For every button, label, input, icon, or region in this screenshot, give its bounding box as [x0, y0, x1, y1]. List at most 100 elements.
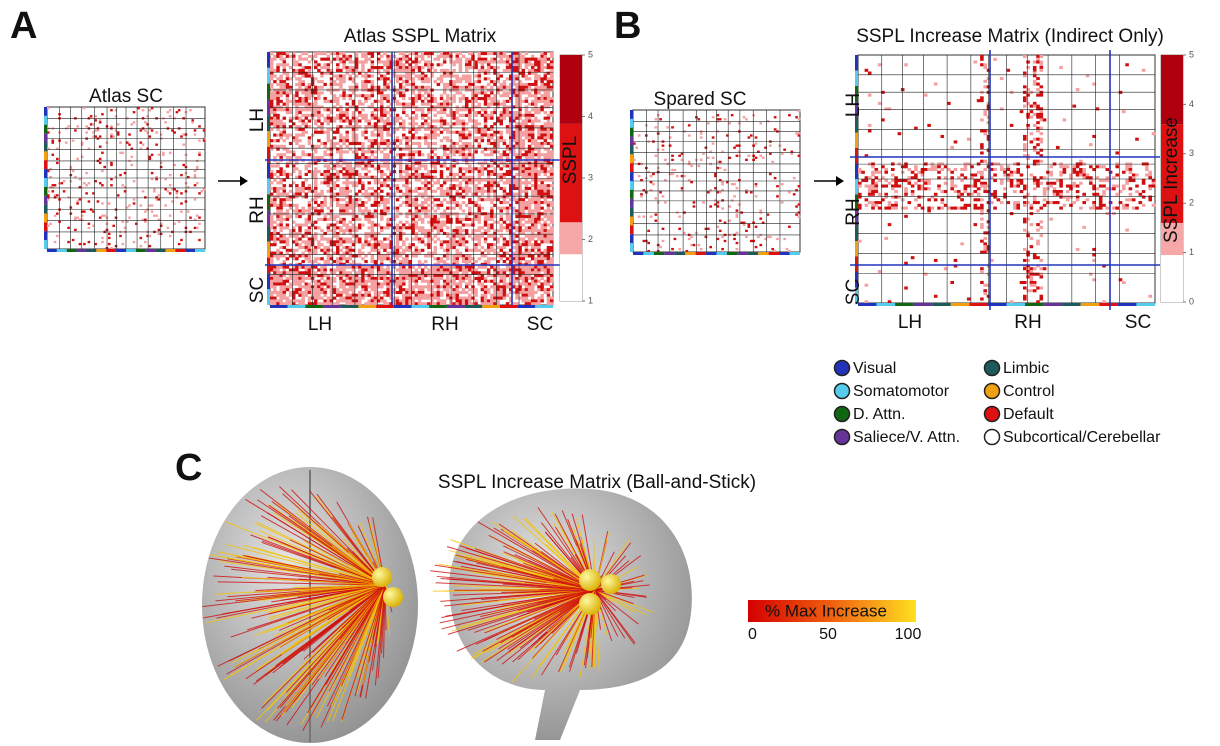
matrix-cell: [527, 147, 532, 151]
matrix-cell: [493, 229, 497, 233]
matrix-cell: [461, 147, 466, 151]
matrix-cell: [546, 203, 551, 207]
matrix-cell: [518, 189, 522, 193]
matrix-cell: [452, 186, 456, 191]
matrix-cell: [304, 71, 309, 75]
matrix-cell: [304, 94, 309, 98]
matrix-cell: [273, 94, 277, 98]
matrix-cell: [320, 141, 324, 146]
matrix-cell: [543, 99, 548, 103]
matrix-cell: [351, 71, 356, 75]
matrix-cell: [342, 66, 346, 70]
matrix-cell: [273, 139, 277, 143]
matrix-cell: [276, 203, 280, 207]
stick: [477, 521, 596, 591]
matrix-cell: [411, 200, 415, 205]
matrix-cell: [270, 147, 274, 151]
matrix-cell: [162, 151, 165, 154]
matrix-cell: [141, 218, 145, 221]
matrix-cell: [326, 178, 331, 182]
matrix-cell: [304, 195, 309, 199]
matrix-cell: [342, 198, 346, 202]
matrix-cell: [364, 125, 368, 129]
matrix-cell: [270, 181, 274, 185]
matrix-cell: [317, 195, 321, 199]
matrix-cell: [386, 130, 390, 134]
matrix-cell: [508, 189, 513, 193]
matrix-cell: [339, 153, 343, 157]
matrix-cell: [477, 127, 481, 132]
matrix-cell: [480, 57, 485, 61]
matrix-cell: [173, 163, 176, 167]
matrix-cell: [307, 119, 312, 123]
matrix-cell: [515, 66, 519, 70]
matrix-cell: [364, 215, 368, 219]
matrix-cell: [661, 140, 665, 143]
matrix-cell: [92, 192, 95, 195]
matrix-cell: [771, 247, 775, 251]
matrix-cell: [49, 167, 52, 171]
matrix-cell: [329, 80, 334, 84]
node: [579, 593, 601, 615]
matrix-cell: [515, 172, 519, 176]
matrix-cell: [508, 167, 513, 171]
matrix-cell: [508, 77, 513, 81]
matrix-cell: [361, 153, 365, 157]
matrix-cell: [797, 211, 801, 214]
matrix-cell: [464, 231, 469, 236]
stick: [324, 584, 386, 677]
matrix-cell: [502, 186, 507, 191]
matrix-cell: [490, 186, 494, 191]
matrix-cell: [461, 96, 466, 101]
matrix-cell: [464, 108, 469, 112]
matrix-cell: [652, 183, 655, 186]
matrix-cell: [380, 139, 384, 143]
matrix-cell: [364, 200, 368, 205]
matrix-cell: [446, 153, 450, 157]
matrix-cell: [452, 122, 456, 126]
matrix-cell: [304, 102, 309, 106]
matrix-cell: [427, 209, 431, 213]
matrix-cell: [62, 180, 66, 183]
matrix-cell: [546, 141, 551, 146]
matrix-cell: [373, 99, 378, 103]
matrix-cell: [292, 231, 296, 236]
matrix-cell: [452, 141, 456, 146]
matrix-cell: [483, 130, 488, 134]
matrix-cell: [477, 237, 481, 241]
matrix-cell: [298, 102, 302, 106]
matrix-cell: [326, 217, 331, 221]
matrix-cell: [279, 220, 283, 224]
network-strip: [96, 249, 107, 252]
matrix-cell: [364, 119, 368, 123]
matrix-cell: [483, 68, 488, 72]
matrix-cell: [298, 172, 302, 176]
matrix-cell: [709, 189, 713, 192]
matrix-cell: [304, 91, 309, 95]
matrix-cell: [433, 209, 437, 213]
matrix-cell: [442, 223, 447, 227]
matrix-cell: [329, 172, 334, 176]
matrix-cell: [546, 206, 551, 210]
matrix-cell: [508, 198, 513, 202]
matrix-cell: [326, 66, 331, 70]
matrix-cell: [342, 52, 346, 56]
matrix-cell: [483, 237, 488, 241]
matrix-cell: [295, 215, 299, 219]
matrix-cell: [521, 125, 525, 129]
matrix-cell: [417, 240, 422, 244]
matrix-cell: [518, 71, 522, 75]
matrix-cell: [182, 133, 185, 136]
matrix-cell: [279, 245, 283, 250]
matrix-cell: [367, 125, 371, 129]
matrix-cell: [339, 147, 343, 151]
matrix-cell: [512, 74, 516, 78]
matrix-cell: [439, 220, 444, 224]
matrix-cell: [373, 243, 378, 247]
matrix-cell: [354, 234, 359, 238]
matrix-cell: [427, 111, 431, 115]
matrix-cell: [534, 147, 538, 151]
matrix-cell: [483, 229, 488, 233]
matrix-cell: [304, 153, 309, 157]
matrix-cell: [348, 170, 353, 174]
